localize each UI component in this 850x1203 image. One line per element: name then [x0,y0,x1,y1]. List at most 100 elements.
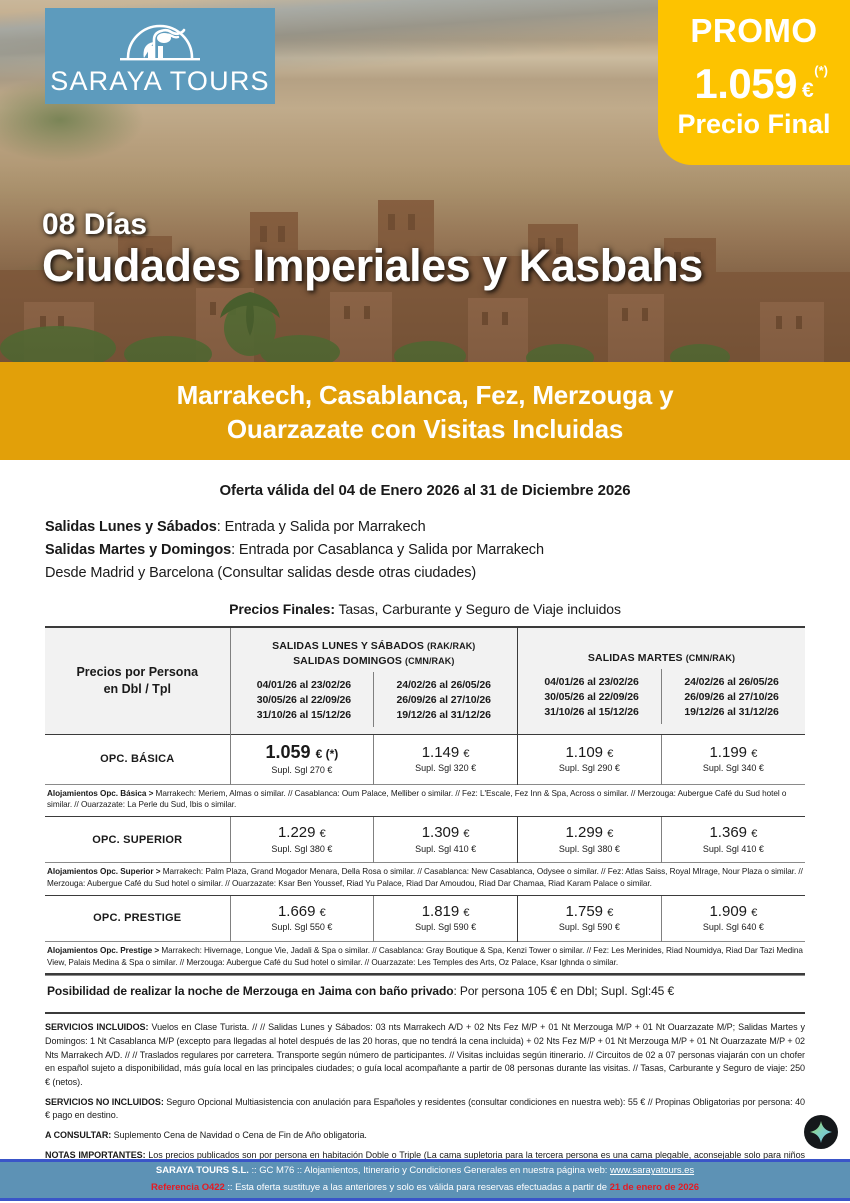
jaima-text: : Por persona 105 € en Dbl; Supl. Sgl:45… [453,984,675,999]
group-1-title-line1: SALIDAS LUNES Y SÁBADOS [272,639,424,652]
group-1-date-columns: 04/01/26 al 23/02/26 30/05/26 al 22/09/2… [235,672,514,727]
to-consult-text: Suplemento Cena de Navidad o Cena de Fin… [111,1129,367,1140]
hotels-note-row: Alojamientos Opc. Superior > Marrakech: … [45,862,806,896]
table-header-group-1: SALIDAS LUNES Y SÁBADOS (RAK/RAK) SALIDA… [229,626,518,735]
row-1-price-0-currency: € [319,828,326,841]
table-row-separator [45,894,806,896]
g2c1-date-1: 04/01/26 al 23/02/26 [544,675,639,688]
row-1-price-2-value: 1.299 € [522,824,657,842]
row-0-price-2-amount: 1.109 [565,743,604,761]
to-consult-label: A CONSULTAR: [45,1129,112,1140]
row-1-price-2-amount: 1.299 [565,824,604,842]
group-2-title: SALIDAS MARTES (CMN/RAK) [522,638,801,669]
departure-line-2-text: : Entrada por Casablanca y Salida por Ma… [231,541,544,558]
destinations-line-2: Ouarzazate con Visitas Incluidas [226,414,624,444]
row-2-price-0-currency: € [319,906,326,919]
g1c1-date-1: 04/01/26 al 23/02/26 [256,679,352,692]
footer-line-2: Referencia O422 :: Esta oferta sustituye… [151,1180,699,1197]
row-1-supp-1: Supl. Sgl 410 € [415,843,477,854]
row-0-price-3-value: 1.199 € [666,744,801,762]
row-2-price-3-value: 1.909 € [666,903,801,921]
row-0-price-3-currency: € [751,747,758,760]
row-2-supp-2: Supl. Sgl 590 € [558,922,620,933]
row-0-price-3-amount: 1.199 [709,743,748,761]
offer-validity: Oferta válida del 04 de Enero 2026 al 31… [219,482,631,499]
group-1-title: SALIDAS LUNES Y SÁBADOS (RAK/RAK) SALIDA… [235,635,514,673]
row-2-price-0-amount: 1.669 [277,902,316,920]
row-1-supp-2: Supl. Sgl 380 € [558,843,620,854]
row-0-price-1-amount: 1.149 [421,743,460,761]
row-2-price-1-value: 1.819 € [378,903,513,921]
footer-website-link[interactable]: www.sarayatours.es [609,1165,695,1177]
group-2-code1: (CMN/RAK) [685,653,736,664]
brand-logo[interactable]: SARAYA TOURS [45,8,275,104]
footer-line-2-text: :: Esta oferta sustituye a las anteriore… [224,1182,610,1193]
header-label-line1: Precios por Persona [76,664,199,679]
group-1-code2: (CMN/RAK) [405,656,455,667]
row-1-price-3-currency: € [751,828,758,841]
row-2-price-3-amount: 1.909 [709,902,748,920]
row-0-option: OPC. BÁSICA [45,734,231,785]
header-label-line2: en Dbl / Tpl [103,681,171,696]
departure-line-1-label: Salidas Lunes y Sábados [45,519,217,535]
row-0-price-0-value: 1.059 € (*) [235,742,370,763]
g2c2-date-3: 19/12/26 al 31/12/26 [684,705,779,718]
row-2-price-1-amount: 1.819 [421,902,460,920]
row-2-price-2-value: 1.759 € [522,903,657,921]
row-0-supp-2: Supl. Sgl 290 € [558,763,620,774]
row-2-note-text: Marrakech: Hivernage, Longue Vie, Jadali… [47,945,803,967]
promo-final-label: Precio Final [677,108,831,139]
row-2-price-0-value: 1.669 € [235,903,370,921]
row-1-price-3: 1.369 € Supl. Sgl 410 € [660,817,806,863]
group-1-code1: (RAK/RAK) [427,640,476,651]
price-table: Precios por Persona en Dbl / Tpl SALIDAS… [45,625,806,976]
g1c1-date-3: 31/10/26 al 15/12/26 [256,709,352,722]
row-0-note-label: Alojamientos Opc. Básica > [47,788,154,798]
row-0-supp-1: Supl. Sgl 320 € [415,763,477,774]
footer-reference: Referencia O422 [151,1182,225,1193]
row-1-note-label: Alojamientos Opc. Superior > [47,867,161,877]
row-1-price-1-currency: € [463,828,470,841]
promo-currency: € [801,78,814,102]
footer-line-1-text: :: GC M76 :: Alojamientos, Itinerario y … [248,1165,610,1177]
row-1-supp-0: Supl. Sgl 380 € [271,843,333,854]
g2c1-date-3: 31/10/26 al 15/12/26 [544,705,639,718]
table-header-row-label: Precios por Persona en Dbl / Tpl [45,626,231,735]
promo-price: 1.059 [694,59,797,107]
hero-title: Ciudades Imperiales y Kasbahs [42,240,703,292]
row-1-price-0-amount: 1.229 [277,824,316,842]
row-2-price-1-currency: € [463,906,470,919]
row-2-supp-1: Supl. Sgl 590 € [415,922,477,933]
star-burst-glyph [810,1121,832,1143]
row-2-price-3: 1.909 € Supl. Sgl 640 € [660,895,806,942]
table-row: OPC. PRESTIGE 1.669 € Supl. Sgl 550 € 1.… [45,895,806,942]
row-0-price-2: 1.109 € Supl. Sgl 290 € [517,734,662,785]
departure-line-1-text: : Entrada y Salida por Marrakech [216,519,426,535]
row-0-price-2-value: 1.109 € [522,744,657,762]
page-footer: SARAYA TOURS S.L. :: GC M76 :: Alojamien… [0,1159,850,1201]
row-0-supp-3: Supl. Sgl 340 € [702,763,764,774]
departure-line-1: Salidas Lunes y Sábados: Entrada y Salid… [45,516,805,539]
services-included-label: SERVICIOS INCLUIDOS: [45,1022,149,1033]
promo-asterisk: (*) [814,63,828,78]
row-1-price-0: 1.229 € Supl. Sgl 380 € [230,817,374,863]
g1c2-date-2: 26/09/26 al 27/10/26 [396,694,491,707]
hero-days: 08 Días [42,208,148,242]
row-0-supp-0: Supl. Sgl 270 € [271,765,333,776]
condition-services-included: SERVICIOS INCLUIDOS: Vuelos en Clase Tur… [45,1021,805,1089]
table-header-group-2: SALIDAS MARTES (CMN/RAK) 04/01/26 al 23/… [517,626,806,735]
row-1-price-3-amount: 1.369 [709,824,748,842]
row-2-price-2: 1.759 € Supl. Sgl 590 € [517,895,662,942]
table-row: OPC. BÁSICA 1.059 € (*) Supl. Sgl 270 € … [45,734,806,785]
g1c1-date-2: 30/05/26 al 22/09/26 [256,694,352,707]
row-0-price-0-amount: 1.059 [265,741,311,762]
group-1-col-2-dates: 24/02/26 al 26/05/26 26/09/26 al 27/10/2… [373,672,513,727]
g2c1-date-2: 30/05/26 al 22/09/26 [544,690,639,703]
footer-valid-from-date: 21 de enero de 2026 [609,1182,699,1193]
star-burst-icon[interactable] [804,1115,838,1149]
row-2-note-label: Alojamientos Opc. Prestige > [47,945,160,955]
final-prices-note: Precios Finales: Tasas, Carburante y Seg… [45,601,805,617]
jaima-label: Posibilidad de realizar la noche de Merz… [47,984,454,999]
row-1-note-text: Marrakech: Palm Plaza, Grand Mogador Men… [47,867,803,888]
row-2-price-2-amount: 1.759 [565,902,604,920]
